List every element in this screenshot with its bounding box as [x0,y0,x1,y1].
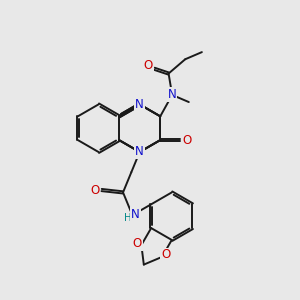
Text: N: N [135,146,144,158]
Text: N: N [168,88,176,101]
Text: N: N [135,98,144,111]
Text: O: O [144,59,153,72]
Text: N: N [131,208,140,221]
Text: H: H [124,213,131,223]
Text: O: O [133,237,142,250]
Text: O: O [90,184,99,196]
Text: O: O [183,134,192,147]
Text: O: O [161,248,170,262]
